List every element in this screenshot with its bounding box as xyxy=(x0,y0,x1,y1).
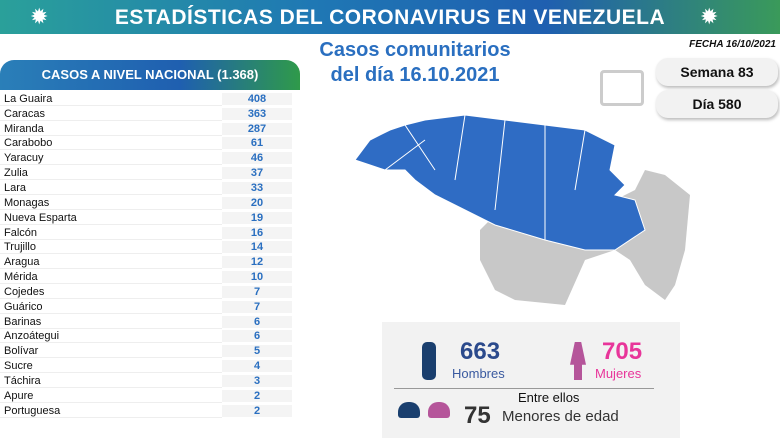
divider xyxy=(394,388,654,389)
minors-count: 75 xyxy=(464,402,491,429)
child-girl-icon xyxy=(428,402,450,418)
table-row: La Guaira 408 xyxy=(0,92,300,107)
state-name: Anzoátegui xyxy=(0,330,222,344)
men-count: 663 xyxy=(460,338,501,365)
demographics-panel: 663 Hombres 705 Mujeres Entre ellos 75 M… xyxy=(382,322,680,438)
table-row: Trujillo 14 xyxy=(0,240,300,255)
state-cases: 4 xyxy=(222,360,292,374)
state-cases: 61 xyxy=(222,137,292,151)
state-cases: 408 xyxy=(222,92,292,106)
state-name: Mérida xyxy=(0,271,222,285)
state-cases: 10 xyxy=(222,271,292,285)
state-cases: 2 xyxy=(222,404,292,418)
state-name: Monagas xyxy=(0,197,222,210)
state-name: Bolívar xyxy=(0,345,222,359)
table-row: Zulia 37 xyxy=(0,166,300,181)
table-row: Carabobo 61 xyxy=(0,137,300,152)
state-name: Sucre xyxy=(0,360,222,374)
state-cases: 14 xyxy=(222,241,292,255)
state-cases: 6 xyxy=(222,315,292,329)
table-row: Barinas 6 xyxy=(0,315,300,330)
state-name: Lara xyxy=(0,182,222,195)
table-row: Nueva Esparta 19 xyxy=(0,211,300,226)
state-name: Falcón xyxy=(0,227,222,240)
child-boy-icon xyxy=(398,402,420,418)
women-label: Mujeres xyxy=(595,366,642,381)
table-row: Miranda 287 xyxy=(0,122,300,137)
venezuela-map xyxy=(354,114,690,305)
state-name: Apure xyxy=(0,390,222,403)
header-banner: ✹ ✹ ESTADÍSTICAS DEL CORONAVIRUS EN VENE… xyxy=(0,0,780,34)
state-cases: 7 xyxy=(222,285,292,299)
state-name: Miranda xyxy=(0,123,222,136)
calendar-icon xyxy=(600,70,644,106)
table-row: Caracas 363 xyxy=(0,107,300,122)
state-cases: 46 xyxy=(222,152,292,166)
man-icon xyxy=(422,342,436,380)
state-cases: 19 xyxy=(222,211,292,225)
subtitle-line1: Casos comunitarios xyxy=(319,39,511,61)
state-cases: 2 xyxy=(222,389,292,403)
state-name: Yaracuy xyxy=(0,152,222,166)
page-title: ESTADÍSTICAS DEL CORONAVIRUS EN VENEZUEL… xyxy=(114,6,666,29)
table-row: Sucre 4 xyxy=(0,359,300,374)
day-badge: Día 580 xyxy=(656,90,778,118)
table-row: Anzoátegui 6 xyxy=(0,330,300,345)
table-row: Yaracuy 46 xyxy=(0,151,300,166)
state-cases: 3 xyxy=(222,374,292,388)
table-row: Mérida 10 xyxy=(0,270,300,285)
state-name: Aragua xyxy=(0,256,222,270)
woman-icon xyxy=(570,342,586,380)
table-row: Monagas 20 xyxy=(0,196,300,211)
state-name: Carabobo xyxy=(0,137,222,151)
table-row: Bolívar 5 xyxy=(0,344,300,359)
state-cases: 12 xyxy=(222,256,292,270)
state-cases: 37 xyxy=(222,167,292,181)
state-name: Trujillo xyxy=(0,241,222,255)
state-cases: 20 xyxy=(222,196,292,210)
table-row: Lara 33 xyxy=(0,181,300,196)
state-name: La Guaira xyxy=(0,93,222,106)
state-cases: 33 xyxy=(222,181,292,195)
state-name: Barinas xyxy=(0,316,222,329)
table-row: Apure 2 xyxy=(0,389,300,404)
virus-icon: ✹ xyxy=(700,4,719,29)
table-row: Táchira 3 xyxy=(0,374,300,389)
state-cases: 287 xyxy=(222,122,292,136)
state-cases: 7 xyxy=(222,300,292,314)
subtitle-line2: del día 16.10.2021 xyxy=(330,64,500,86)
minors-label: Menores de edad xyxy=(502,408,619,425)
state-name: Zulia xyxy=(0,167,222,181)
table-row: Guárico 7 xyxy=(0,300,300,315)
state-name: Guárico xyxy=(0,301,222,314)
table-row: Portuguesa 2 xyxy=(0,404,300,419)
states-table: La Guaira 408 Caracas 363 Miranda 287 Carabobo… xyxy=(0,92,300,419)
state-name: Cojedes xyxy=(0,286,222,299)
state-name: Caracas xyxy=(0,108,222,121)
state-name: Táchira xyxy=(0,375,222,388)
map-states-blue xyxy=(354,114,646,251)
minors-prefix: Entre ellos xyxy=(518,390,580,405)
week-badge: Semana 83 xyxy=(656,58,778,86)
national-total-header: CASOS A NIVEL NACIONAL (1.368) xyxy=(0,60,300,90)
table-row: Aragua 12 xyxy=(0,255,300,270)
state-name: Portuguesa xyxy=(0,405,222,418)
state-cases: 16 xyxy=(222,226,292,240)
state-name: Nueva Esparta xyxy=(0,212,222,225)
virus-icon: ✹ xyxy=(30,4,49,29)
state-cases: 5 xyxy=(222,345,292,359)
table-row: Falcón 16 xyxy=(0,226,300,241)
women-count: 705 xyxy=(602,338,643,365)
table-row: Cojedes 7 xyxy=(0,285,300,300)
state-cases: 363 xyxy=(222,107,292,121)
subtitle: Casos comunitarios del día 16.10.2021 xyxy=(290,38,540,88)
men-label: Hombres xyxy=(452,366,505,381)
state-cases: 6 xyxy=(222,330,292,344)
date-label: FECHA 16/10/2021 xyxy=(689,39,776,50)
